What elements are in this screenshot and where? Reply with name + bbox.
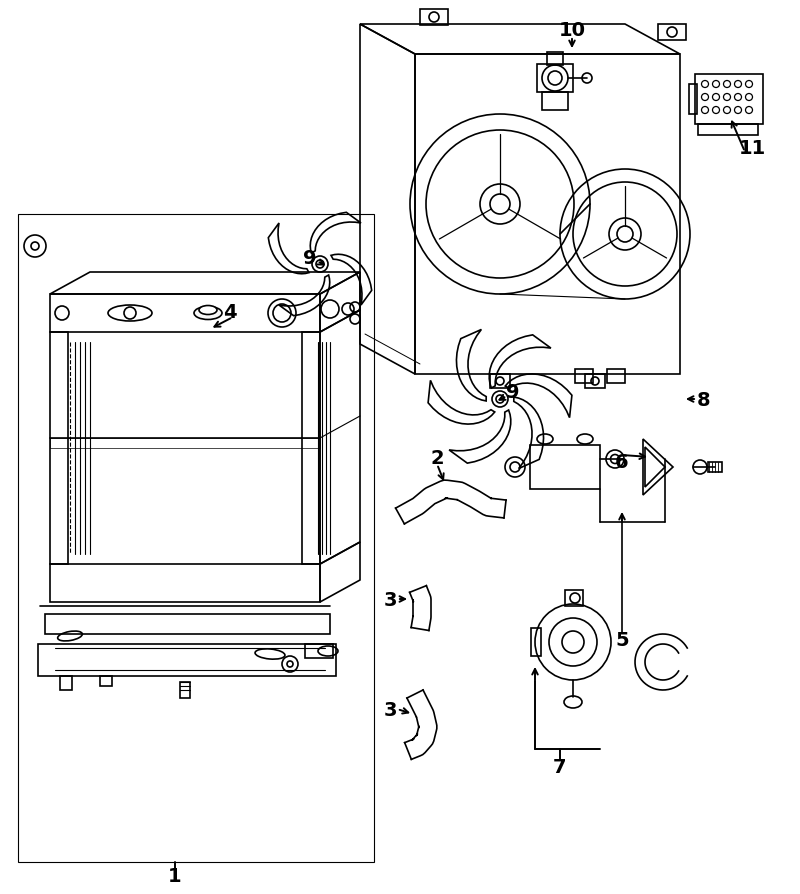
Bar [50, 295, 320, 333]
Text: 11: 11 [738, 139, 766, 157]
Text: 1: 1 [168, 866, 182, 886]
Text: 3: 3 [383, 700, 397, 719]
Bar [305, 645, 333, 658]
Bar [531, 628, 541, 656]
Circle shape [496, 395, 504, 403]
Bar [50, 333, 68, 564]
Text: 3: 3 [383, 590, 397, 609]
Text: 8: 8 [697, 390, 711, 409]
Bar [38, 645, 336, 676]
Text: 9: 9 [506, 382, 520, 401]
Bar [420, 10, 448, 26]
Bar [698, 125, 758, 136]
Bar [45, 614, 330, 634]
Ellipse shape [199, 306, 217, 316]
Bar [415, 55, 680, 375]
Ellipse shape [194, 308, 222, 320]
Bar [530, 445, 600, 489]
Bar [537, 65, 573, 93]
Text: 9: 9 [303, 249, 317, 267]
Bar [575, 369, 593, 384]
Bar [18, 215, 374, 862]
Bar [658, 25, 686, 41]
Bar [180, 682, 190, 698]
Bar [542, 93, 568, 111]
Text: 2: 2 [430, 448, 444, 467]
Text: 7: 7 [554, 757, 566, 777]
Text: 6: 6 [615, 452, 629, 471]
Bar [585, 375, 605, 389]
Text: 10: 10 [558, 21, 586, 39]
Bar [689, 85, 697, 114]
Bar [100, 676, 112, 687]
Bar [708, 462, 722, 472]
Bar [565, 590, 583, 606]
Text: 4: 4 [223, 302, 237, 321]
Bar [490, 375, 510, 389]
Bar [607, 369, 625, 384]
Bar [50, 564, 320, 603]
Bar [302, 333, 320, 564]
Circle shape [316, 261, 324, 269]
Bar [50, 439, 320, 449]
Text: 5: 5 [615, 629, 629, 649]
Bar [695, 75, 763, 125]
Bar [547, 53, 563, 66]
Bar [60, 676, 72, 690]
